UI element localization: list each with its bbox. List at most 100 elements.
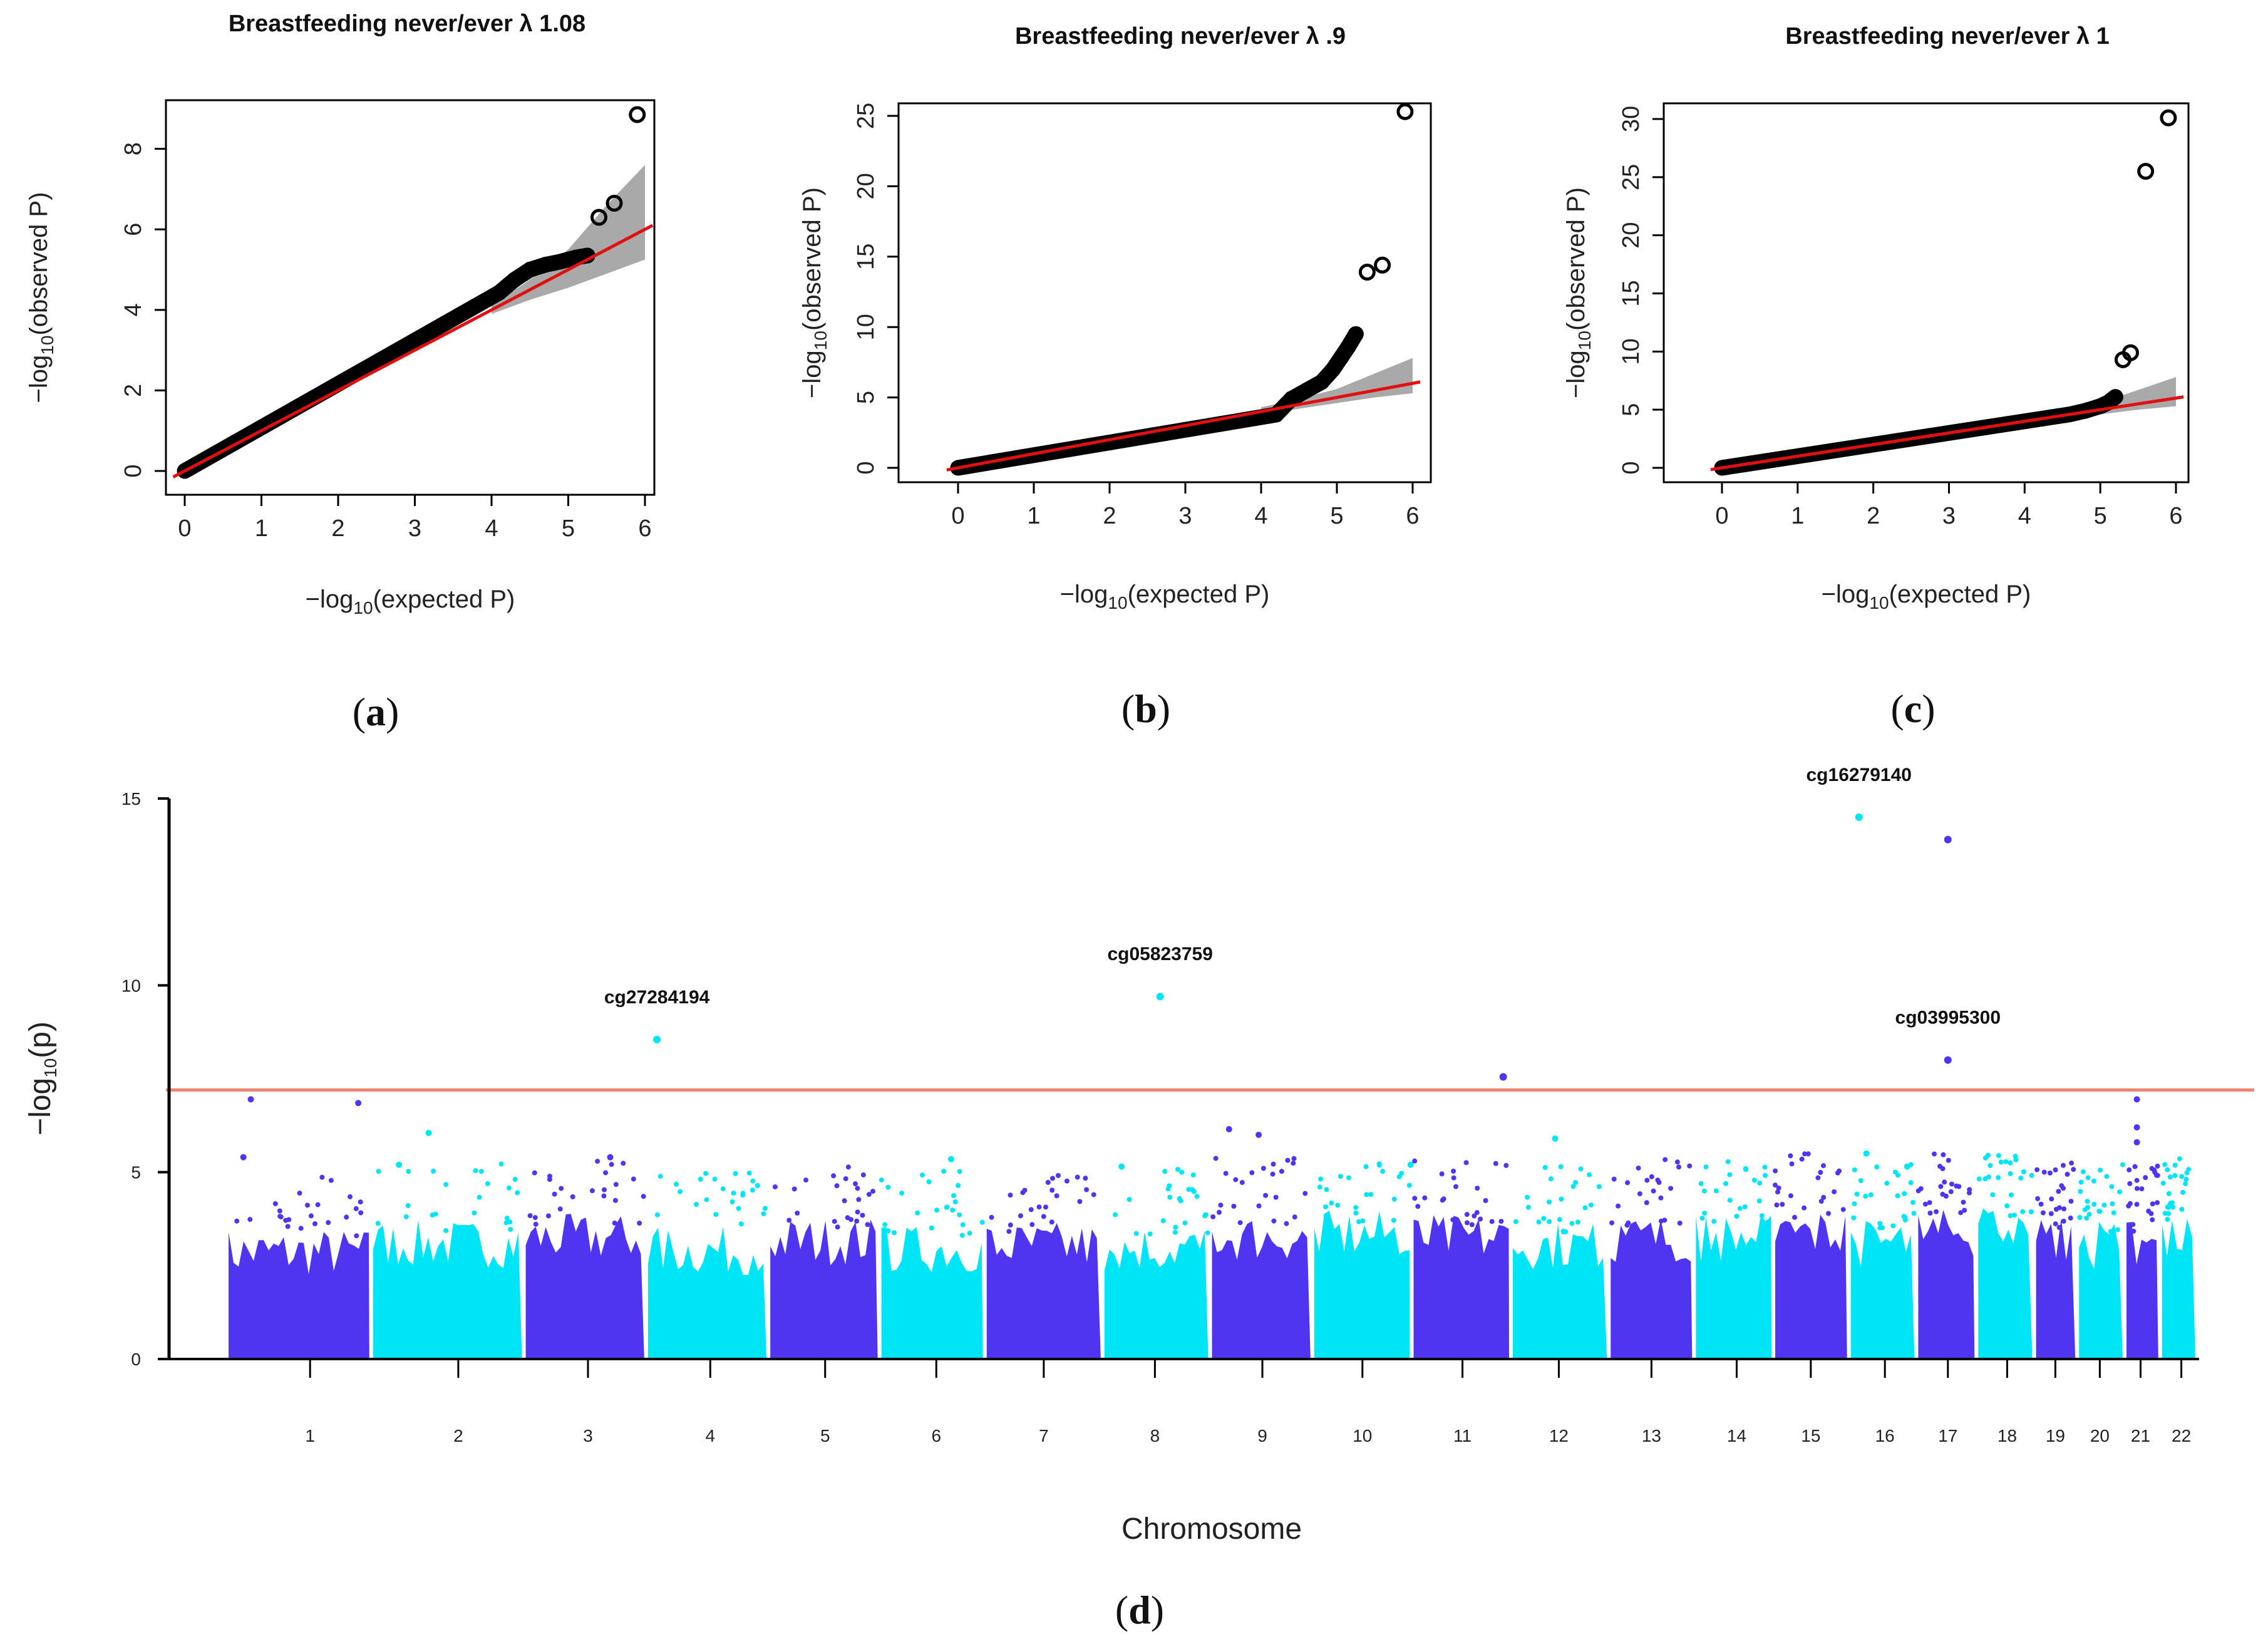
manhattan-point	[603, 1170, 609, 1176]
manhattan-point	[1167, 1194, 1173, 1200]
manhattan-point	[1083, 1176, 1088, 1181]
manhattan-point	[2004, 1203, 2010, 1209]
manhattan-point	[2078, 1179, 2084, 1185]
manhattan-point	[1703, 1164, 1709, 1170]
manhattan-point	[2084, 1216, 2090, 1221]
manhattan-x-tick-label: 3	[583, 1426, 593, 1445]
manhattan-point	[1821, 1194, 1827, 1200]
manhattan-point	[2108, 1229, 2113, 1234]
manhattan-chromosome-band	[2162, 1219, 2195, 1359]
manhattan-point	[403, 1214, 409, 1219]
manhattan-point	[2111, 1210, 2116, 1216]
manhattan-point	[473, 1168, 478, 1174]
manhattan-point	[2146, 1208, 2152, 1214]
manhattan-point	[1573, 1180, 1579, 1186]
manhattan-point	[947, 1155, 954, 1162]
manhattan-point	[1006, 1229, 1012, 1234]
manhattan-x-tick-label: 9	[1257, 1426, 1267, 1445]
manhattan-y-tick-label: 10	[121, 976, 141, 995]
manhattan-point	[951, 1193, 956, 1198]
manhattan-point	[1335, 1202, 1341, 1208]
manhattan-point	[1542, 1165, 1548, 1171]
manhattan-point	[354, 1233, 359, 1239]
manhattan-point	[1091, 1192, 1096, 1197]
manhattan-point	[1902, 1217, 1908, 1223]
manhattan-point	[950, 1207, 956, 1213]
manhattan-point	[1649, 1174, 1654, 1179]
manhattan-point	[512, 1177, 518, 1182]
qq-panel-a: Breastfeeding never/ever λ 1.08 0 1 2 3 4 5 6 0…	[25, 11, 656, 734]
manhattan-point	[2098, 1167, 2103, 1173]
manhattan-point	[2155, 1164, 2160, 1169]
manhattan-chromosome-band	[373, 1219, 522, 1359]
qq-y-axis-label: −log10(observed P)	[1562, 187, 1594, 398]
manhattan-point	[1233, 1177, 1239, 1182]
manhattan-point	[532, 1170, 537, 1176]
manhattan-point	[1323, 1213, 1329, 1219]
manhattan-point	[1547, 1219, 1552, 1224]
manhattan-y-tick-label: 5	[131, 1163, 141, 1182]
manhattan-point	[2003, 1159, 2009, 1164]
manhattan-point	[1318, 1176, 1324, 1182]
qq-y-tick-label: 25	[853, 103, 879, 129]
manhattan-point	[2049, 1196, 2054, 1202]
qq-reference-line	[946, 380, 1421, 472]
manhattan-point	[2172, 1162, 2178, 1168]
manhattan-point	[240, 1154, 247, 1161]
manhattan-point	[443, 1228, 449, 1233]
manhattan-point	[2059, 1183, 2064, 1189]
manhattan-point	[1677, 1221, 1683, 1226]
manhattan-point	[1463, 1160, 1469, 1166]
manhattan-point	[1263, 1192, 1269, 1198]
manhattan-point	[298, 1226, 304, 1231]
manhattan-point	[1858, 1178, 1863, 1183]
manhattan-point	[2040, 1210, 2046, 1216]
manhattan-point	[1756, 1198, 1762, 1204]
manhattan-point	[842, 1198, 847, 1204]
qq-y-tick-label: 5	[1618, 403, 1644, 416]
manhattan-point	[504, 1216, 510, 1221]
manhattan-point	[1223, 1171, 1229, 1176]
manhattan-point	[1789, 1161, 1795, 1167]
manhattan-point	[1133, 1231, 1139, 1236]
manhattan-point	[674, 1181, 679, 1187]
manhattan-point	[2183, 1181, 2188, 1187]
manhattan-point	[602, 1187, 607, 1192]
manhattan-point	[1668, 1186, 1674, 1191]
manhattan-point	[1360, 1218, 1366, 1224]
manhattan-point	[2091, 1202, 2097, 1207]
manhattan-point	[1940, 1166, 1946, 1171]
qq-y-tick-label: 20	[1618, 222, 1644, 249]
manhattan-point	[1840, 1207, 1846, 1212]
manhattan-point	[1582, 1205, 1588, 1211]
manhattan-point	[1626, 1220, 1631, 1226]
manhattan-point	[1412, 1158, 1418, 1164]
qq-x-tick-label: 1	[1027, 503, 1040, 529]
manhattan-point	[1940, 1191, 1946, 1197]
manhattan-point	[2008, 1213, 2013, 1219]
qq-y-axis-label: −log10(observed P)	[798, 187, 830, 398]
manhattan-point	[405, 1203, 411, 1209]
manhattan-point	[1821, 1163, 1826, 1169]
manhattan-point	[733, 1171, 738, 1176]
manhattan-point	[1317, 1184, 1322, 1190]
manhattan-point	[1902, 1191, 1907, 1196]
manhattan-point	[406, 1169, 411, 1174]
manhattan-point	[845, 1164, 851, 1170]
manhattan-point	[1918, 1186, 1924, 1191]
manhattan-point	[2097, 1209, 2103, 1214]
manhattan-point	[358, 1210, 364, 1216]
manhattan-point	[1525, 1194, 1530, 1200]
manhattan-point	[431, 1169, 436, 1174]
manhattan-point	[2086, 1211, 2092, 1217]
manhattan-significant-point	[1855, 813, 1863, 821]
qq-x-tick-label: 4	[1254, 503, 1267, 529]
manhattan-point	[2183, 1177, 2189, 1182]
qq-x-tick-label: 1	[1791, 503, 1804, 529]
manhattan-point	[2166, 1204, 2172, 1210]
qq-outlier-point	[2122, 344, 2139, 361]
manhattan-point	[1792, 1214, 1797, 1220]
manhattan-point	[1832, 1189, 1837, 1194]
manhattan-point	[319, 1174, 325, 1180]
manhattan-point	[731, 1191, 736, 1196]
